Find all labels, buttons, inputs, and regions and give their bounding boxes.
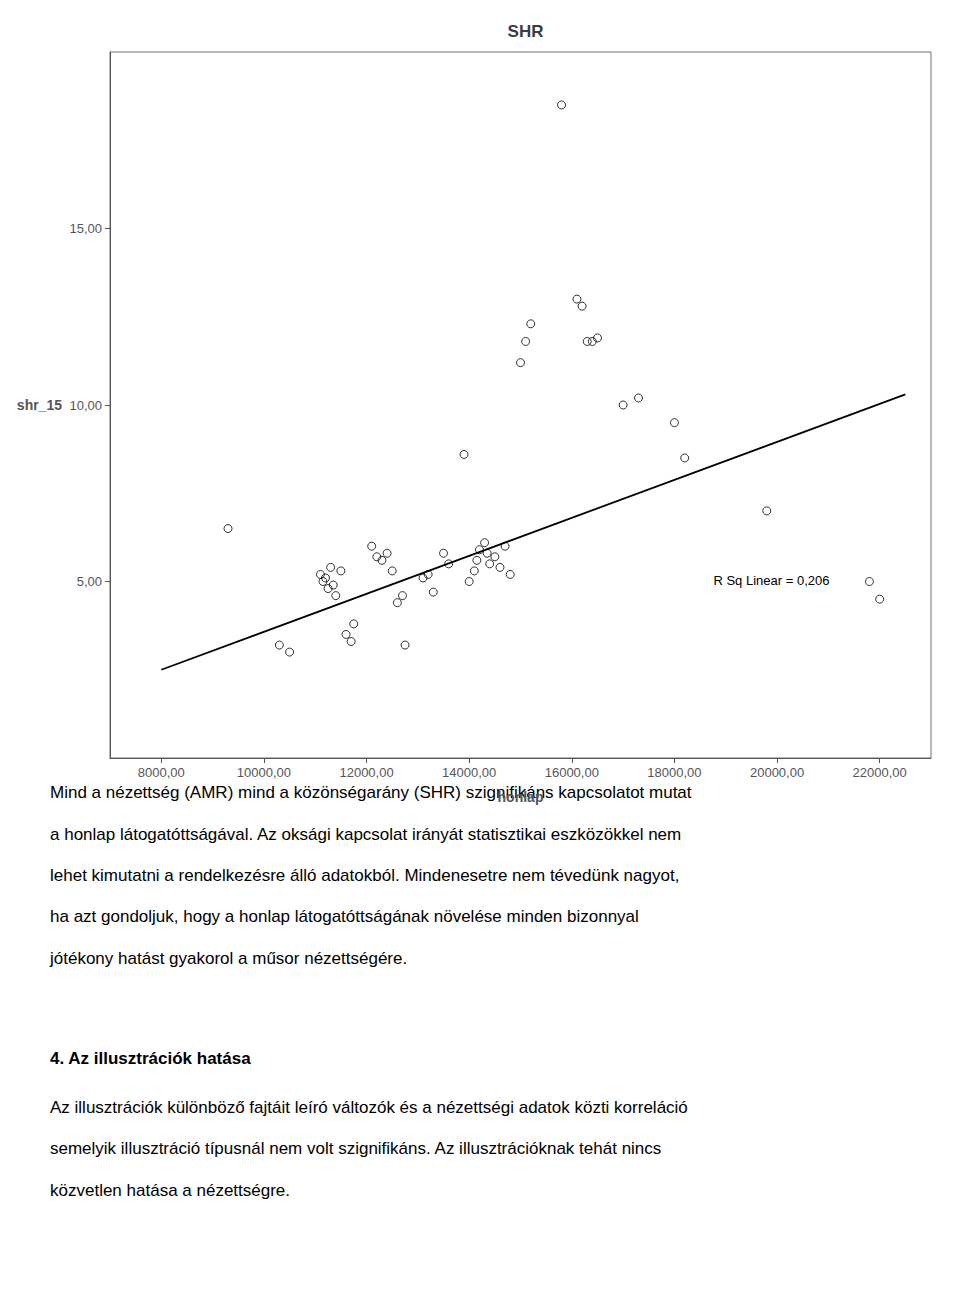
svg-text:14000,00: 14000,00 [442, 765, 496, 780]
svg-text:SHR: SHR [508, 22, 544, 41]
svg-text:15,00: 15,00 [69, 221, 102, 236]
svg-text:20000,00: 20000,00 [750, 765, 804, 780]
svg-text:22000,00: 22000,00 [853, 765, 907, 780]
svg-text:5,00: 5,00 [77, 574, 102, 589]
svg-text:shr_15: shr_15 [17, 397, 62, 413]
svg-text:Mind a nézettség (AMR) mind a: Mind a nézettség (AMR) mind a közönségar… [50, 783, 692, 802]
svg-text:16000,00: 16000,00 [545, 765, 599, 780]
svg-text:a honlap látogatóttságával. Az: a honlap látogatóttságával. Az oksági ka… [50, 825, 681, 844]
svg-text:4. Az illusztrációk hatása: 4. Az illusztrációk hatása [50, 1049, 251, 1068]
svg-text:közvetlen hatása a nézettségre: közvetlen hatása a nézettségre. [50, 1181, 290, 1200]
svg-text:jótékony hatást gyakorol a műs: jótékony hatást gyakorol a műsor nézetts… [49, 949, 407, 968]
svg-text:semelyik illusztráció típusnál: semelyik illusztráció típusnál nem volt … [50, 1139, 661, 1158]
svg-text:R Sq Linear = 0,206: R Sq Linear = 0,206 [713, 573, 829, 588]
svg-text:ha azt gondoljuk, hogy a honla: ha azt gondoljuk, hogy a honlap látogató… [50, 907, 639, 926]
svg-text:lehet kimutatni a rendelkezésr: lehet kimutatni a rendelkezésre álló ada… [50, 866, 679, 885]
svg-text:8000,00: 8000,00 [138, 765, 185, 780]
svg-text:10,00: 10,00 [69, 398, 102, 413]
svg-text:12000,00: 12000,00 [339, 765, 393, 780]
svg-text:10000,00: 10000,00 [237, 765, 291, 780]
svg-text:18000,00: 18000,00 [647, 765, 701, 780]
svg-text:Az illusztrációk különböző faj: Az illusztrációk különböző fajtáit leíró… [50, 1098, 688, 1117]
svg-text:honlap: honlap [498, 789, 544, 805]
